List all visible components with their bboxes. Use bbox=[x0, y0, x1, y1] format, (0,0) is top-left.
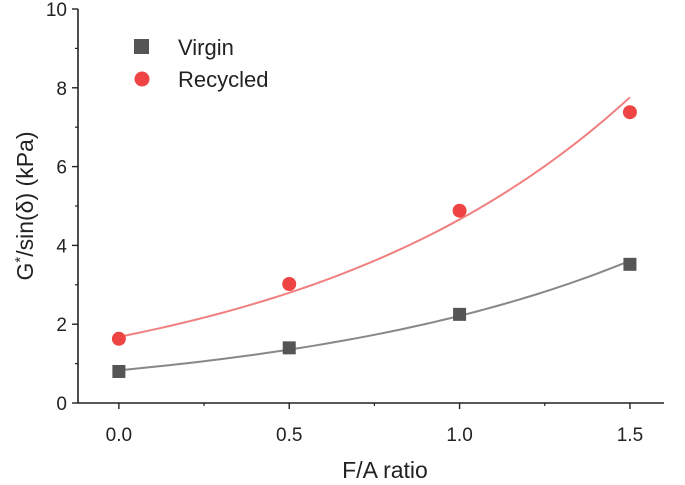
point-recycled bbox=[111, 331, 126, 346]
y-tick-label: 8 bbox=[56, 79, 67, 100]
y-axis-title: G*/sin(δ) (kPa) bbox=[12, 132, 38, 281]
y-axis-title-superscript: * bbox=[12, 257, 29, 263]
x-axis-title: F/A ratio bbox=[342, 457, 428, 483]
y-axis-title-base: G bbox=[12, 263, 38, 281]
y-tick-label: 6 bbox=[56, 158, 67, 179]
legend: Virgin Recycled bbox=[134, 35, 268, 92]
legend-label-recycled: Recycled bbox=[178, 67, 268, 92]
point-virgin bbox=[453, 307, 467, 321]
legend-label-virgin: Virgin bbox=[178, 35, 234, 60]
point-virgin bbox=[623, 257, 637, 271]
point-virgin bbox=[282, 341, 296, 355]
plot-area: 0 2 4 6 8 10 0.0 0.5 1.0 1.5 bbox=[46, 0, 664, 446]
point-recycled bbox=[622, 105, 637, 120]
legend-marker-recycled bbox=[134, 71, 150, 87]
x-tick-label: 1.5 bbox=[617, 425, 643, 446]
y-tick-label: 4 bbox=[56, 236, 67, 257]
legend-marker-virgin bbox=[134, 39, 149, 54]
point-virgin bbox=[112, 364, 126, 378]
x-tick-label: 0.5 bbox=[276, 425, 302, 446]
y-tick-label: 2 bbox=[56, 315, 67, 336]
x-tick-label: 1.0 bbox=[446, 425, 472, 446]
fit-curve-virgin bbox=[118, 259, 631, 372]
point-recycled bbox=[452, 203, 467, 218]
fit-curve-recycled bbox=[118, 96, 631, 338]
y-tick-label: 10 bbox=[46, 0, 67, 21]
y-tick-label: 0 bbox=[56, 394, 67, 415]
point-recycled bbox=[282, 277, 297, 292]
x-tick-label: 0.0 bbox=[106, 425, 132, 446]
y-axis-title-rest: /sin(δ) (kPa) bbox=[12, 132, 38, 257]
